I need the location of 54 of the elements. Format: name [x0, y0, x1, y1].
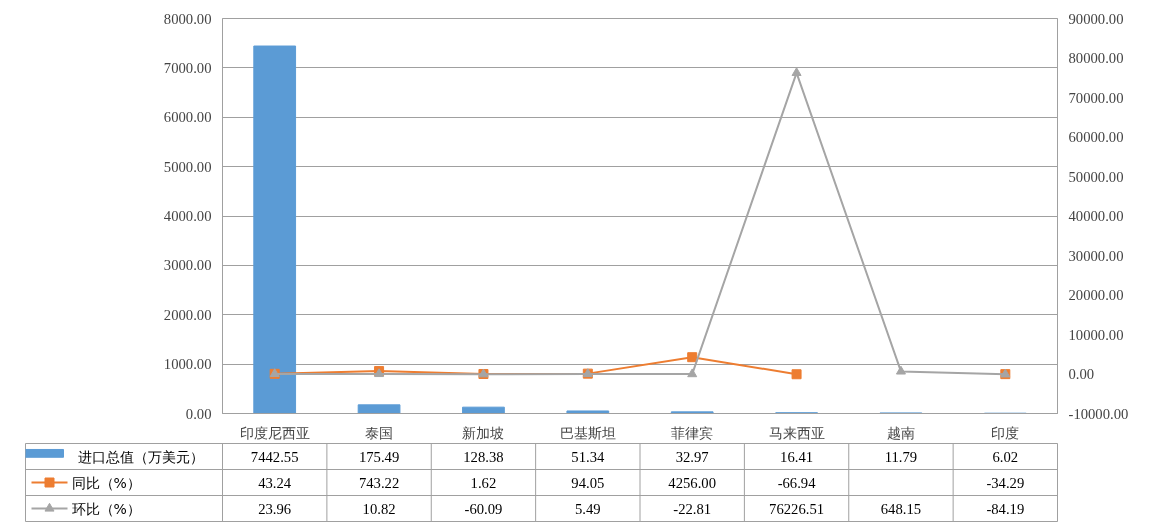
- y2-tick-label: 20000.00: [1068, 287, 1124, 303]
- x-tick-label: 菲律宾: [671, 424, 714, 441]
- y-tick-label: 0.00: [185, 405, 212, 422]
- y-tick-label: 4000.00: [163, 208, 212, 224]
- x-tick-label: 印度尼西亚: [239, 424, 310, 441]
- data-label: 4256.00: [668, 474, 717, 491]
- data-label: 51.34: [571, 448, 605, 465]
- legend-label: 环比（%）: [71, 500, 141, 517]
- y-tick-label: 5000.00: [163, 158, 212, 175]
- y2-tick-label: 70000.00: [1068, 89, 1124, 106]
- data-label: 76226.51: [769, 500, 825, 517]
- y2-tick-label: 80000.00: [1068, 50, 1124, 66]
- y2-tick-label: 10000.00: [1068, 326, 1124, 343]
- y-tick-label: 8000.00: [163, 10, 212, 27]
- data-label: 6.02: [992, 448, 1019, 465]
- y-tick-label: 6000.00: [163, 109, 212, 126]
- data-label: 23.96: [258, 500, 292, 517]
- data-label: -66.94: [777, 474, 817, 491]
- data-label: -60.09: [464, 500, 503, 517]
- y2-tick-label: -10000.00: [1068, 405, 1129, 422]
- y2-tick-label: 50000.00: [1068, 168, 1124, 185]
- y-tick-label: 3000.00: [163, 257, 212, 274]
- data-label: 10.82: [362, 500, 396, 517]
- data-label: -84.19: [986, 500, 1025, 517]
- y-tick-label: 2000.00: [163, 306, 212, 323]
- data-label: 5.49: [574, 500, 601, 517]
- data-label: 11.79: [884, 448, 918, 465]
- data-label: 648.15: [880, 500, 922, 517]
- data-label: 743.22: [358, 474, 400, 491]
- y2-tick-label: 0.00: [1068, 366, 1095, 382]
- y2-tick-label: 40000.00: [1068, 208, 1124, 224]
- data-label: 16.41: [780, 448, 814, 465]
- data-label: 175.49: [358, 448, 400, 465]
- data-label: 1.62: [470, 474, 497, 491]
- y2-tick-label: 30000.00: [1068, 247, 1124, 264]
- y2-tick-label: 90000.00: [1068, 10, 1124, 27]
- x-tick-label: 越南: [886, 424, 915, 441]
- x-tick-label: 巴基斯坦: [559, 424, 616, 441]
- x-tick-label: 泰国: [365, 424, 394, 441]
- legend-label: 同比（%）: [71, 474, 141, 491]
- data-label: 43.24: [258, 474, 292, 491]
- y-tick-label: 1000.00: [163, 356, 212, 373]
- data-label: -34.29: [986, 474, 1025, 491]
- data-label: 32.97: [675, 448, 709, 465]
- y-tick-label: 7000.00: [163, 59, 212, 76]
- x-tick-label: 马来西亚: [768, 424, 825, 441]
- legend-label: 进口总值（万美元）: [77, 448, 204, 465]
- data-label: 7442.55: [250, 448, 299, 465]
- x-tick-label: 印度: [991, 424, 1020, 441]
- y2-tick-label: 60000.00: [1068, 129, 1124, 145]
- x-tick-label: 新加坡: [462, 424, 505, 441]
- data-label: 128.38: [463, 448, 504, 465]
- data-label: 94.05: [571, 474, 605, 491]
- data-label: -22.81: [673, 500, 712, 517]
